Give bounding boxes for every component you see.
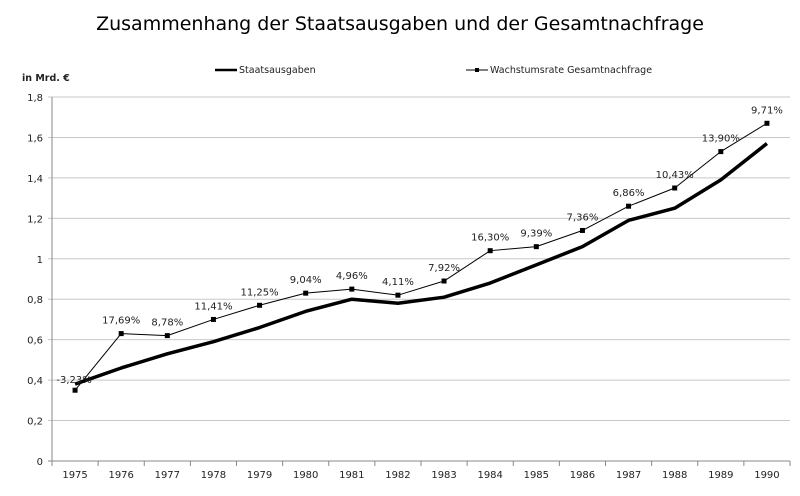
data-label: 4,96% [336,271,368,282]
y-axis-ticks: 0 0,2 0,4 0,6 0,8 1 1,2 1,4 1,6 1,8 [27,93,43,468]
data-label: 4,11% [382,277,414,288]
x-tick-label: 1981 [339,470,364,481]
y-tick-label: 1,8 [27,93,43,104]
legend-label-staatsausgaben: Staatsausgaben [239,65,316,76]
x-tick-label: 1987 [616,470,641,481]
x-tick-label: 1977 [155,470,180,481]
x-tick-label: 1982 [385,470,410,481]
y-tick-label: 1 [37,255,43,266]
y-tick-label: 1,6 [27,133,43,144]
series-group: -3,23% 17,69% 8,78% 11,41% 11,25% 9,04% 4,96% 4… [56,105,783,393]
legend-marker-gesamtnachfrage [475,68,479,72]
x-tick-label: 1988 [662,470,687,481]
data-point [487,248,493,254]
x-tick-label: 1978 [201,470,226,481]
data-point [718,149,724,155]
data-point [257,302,263,308]
y-tick-label: 0,2 [27,417,43,428]
chart-title: Zusammenhang der Staatsausgaben und der … [96,13,704,35]
data-point [395,292,401,298]
data-label: 8,78% [151,318,183,329]
x-tick-label: 1989 [708,470,733,481]
data-label: -3,23% [56,375,91,386]
x-tick-label: 1976 [108,470,133,481]
x-tick-label: 1983 [431,470,456,481]
x-tick-label: 1984 [477,470,502,481]
legend: Staatsausgaben Wachstumsrate Gesamtnachf… [215,65,652,76]
data-point [764,120,770,126]
data-point [441,278,447,284]
x-tick-label: 1990 [754,470,779,481]
x-axis-ticks: 1975 1976 1977 1978 1979 1980 1981 1982 1983 1984… [62,470,779,481]
y-axis-label: in Mrd. € [22,73,70,84]
x-tick-label: 1979 [247,470,272,481]
data-label: 9,39% [520,229,552,240]
series-line-staatsausgaben [74,142,769,386]
data-label: 9,71% [751,105,783,116]
data-point [626,203,632,209]
y-tick-label: 1,2 [27,214,43,225]
data-point [579,227,585,233]
data-label: 6,86% [613,188,645,199]
data-label: 11,41% [194,301,232,312]
data-point [533,244,539,250]
data-point [303,290,309,296]
series-line-gesamtnachfrage [74,122,768,391]
y-tick-label: 1,4 [27,174,43,185]
y-tick-label: 0,4 [27,376,43,387]
x-tick-label: 1975 [62,470,87,481]
data-label: 10,43% [656,170,694,181]
x-tick-label: 1985 [524,470,549,481]
y-tick-label: 0,8 [27,295,43,306]
x-tick-label: 1980 [293,470,318,481]
data-label: 9,04% [290,275,322,286]
y-tick-label: 0 [37,457,43,468]
data-point [72,387,78,393]
y-tick-label: 0,6 [27,336,43,347]
data-label: 7,92% [428,263,460,274]
data-point [118,331,124,337]
data-point [672,185,678,191]
data-point [349,286,355,292]
data-point [210,316,216,322]
legend-label-gesamtnachfrage: Wachstumsrate Gesamtnachfrage [490,65,652,76]
data-label: 17,69% [102,316,140,327]
data-point [164,333,170,339]
data-label: 11,25% [240,287,278,298]
gridlines [48,96,791,466]
data-label: 7,36% [567,212,599,223]
data-label: 16,30% [471,233,509,244]
data-label: 13,90% [702,134,740,145]
x-tick-label: 1986 [570,470,595,481]
